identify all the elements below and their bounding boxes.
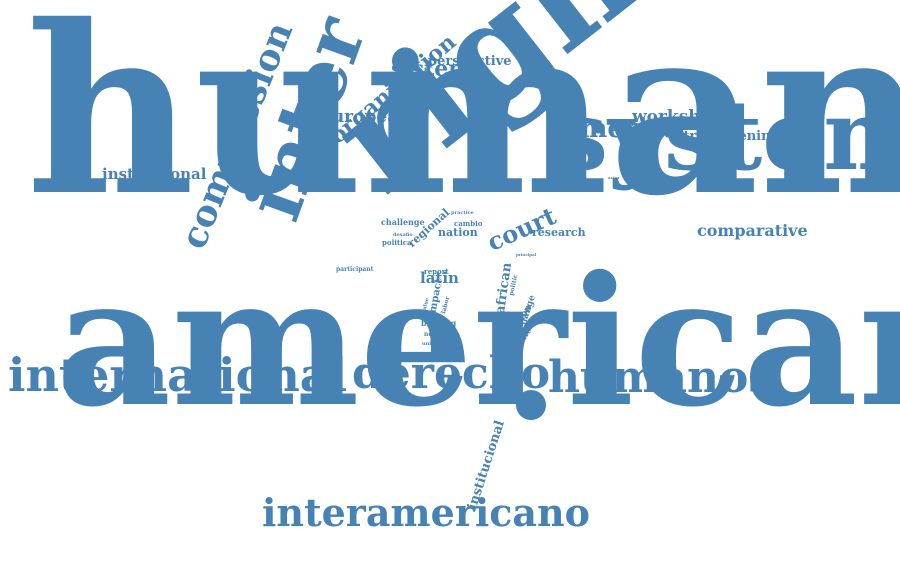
word-briefing: briefing bbox=[421, 317, 457, 328]
dot-shape bbox=[516, 390, 546, 420]
word-system: system bbox=[554, 79, 900, 193]
word-comparative: comparative bbox=[697, 220, 808, 240]
word-derecho: derecho bbox=[352, 347, 551, 399]
word-network: network bbox=[424, 331, 452, 339]
word-european: european bbox=[321, 106, 411, 127]
word-workshop: workshop bbox=[632, 106, 724, 127]
word-america: america bbox=[563, 113, 681, 144]
word-politica: politica bbox=[382, 237, 412, 247]
word-humanos: humanos bbox=[548, 351, 774, 403]
word-nation: nation bbox=[438, 226, 478, 240]
word-sistema: sistema bbox=[391, 55, 486, 82]
word-university: university bbox=[422, 341, 450, 348]
word-human: human bbox=[26, 0, 900, 248]
word-principal: principal bbox=[516, 251, 537, 257]
word-american: american bbox=[56, 237, 900, 447]
word-international: international bbox=[8, 348, 348, 403]
word-perspective: perspective bbox=[428, 53, 512, 69]
word-interamericano: interamericano bbox=[262, 490, 591, 536]
word-research: research bbox=[532, 226, 586, 240]
word-report: report bbox=[424, 266, 449, 276]
word-participant: participant bbox=[336, 266, 374, 274]
word-challenge: challenge bbox=[381, 216, 425, 227]
word-desafio: desafio bbox=[393, 232, 413, 239]
word-cambio: cambio bbox=[454, 218, 483, 228]
word-actor: actor bbox=[608, 174, 620, 180]
word-latin: latin bbox=[420, 269, 459, 288]
word-strengthening: strengthening bbox=[676, 128, 780, 144]
word-institutional: institutional bbox=[102, 165, 207, 184]
word-practice: practice bbox=[451, 210, 474, 217]
